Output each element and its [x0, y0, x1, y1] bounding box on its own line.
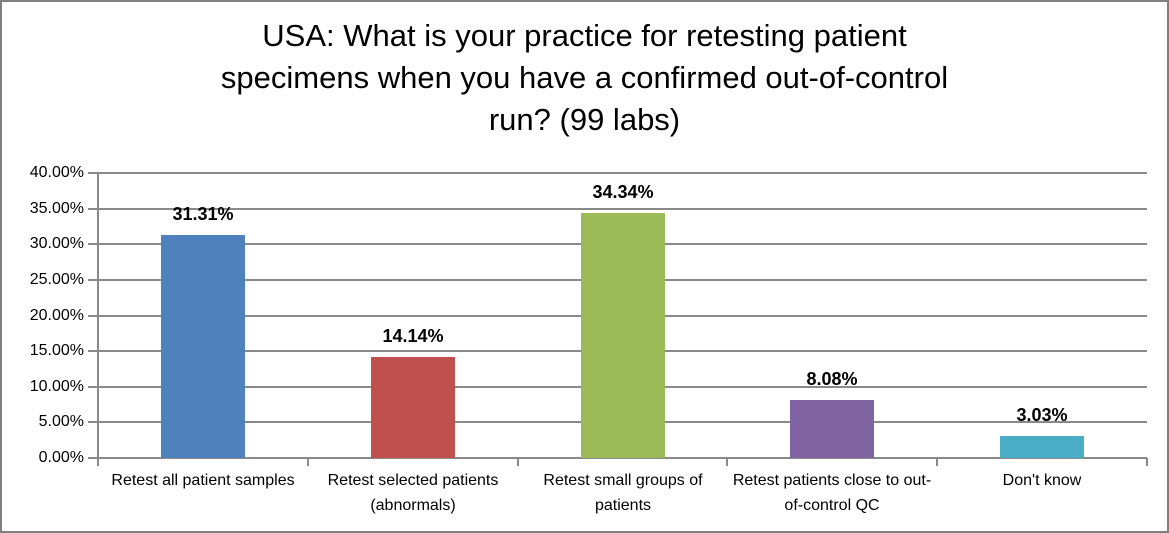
x-axis-tick	[1146, 458, 1148, 466]
chart-title-line-2: specimens when you have a confirmed out-…	[220, 60, 949, 95]
x-axis-tick	[517, 458, 519, 466]
chart-title-line-3: run? (99 labs)	[488, 102, 681, 137]
y-axis-tick	[88, 386, 98, 388]
chart-title: USA: What is your practice for retesting…	[2, 15, 1167, 141]
y-axis-tick	[88, 243, 98, 245]
gridline	[98, 172, 1147, 174]
y-axis-tick	[88, 172, 98, 174]
bar	[1000, 436, 1084, 458]
y-tick-label: 5.00%	[38, 413, 84, 430]
bar-value-label: 3.03%	[1016, 405, 1068, 425]
chart-title-line-1: USA: What is your practice for retesting…	[262, 18, 907, 53]
y-axis-tick	[88, 208, 98, 210]
y-tick-label: 25.00%	[29, 271, 84, 288]
bar	[161, 235, 245, 458]
x-axis-tick	[936, 458, 938, 466]
bar-value-label: 34.34%	[592, 182, 654, 202]
category-label: Retest patients close to out-of-control …	[732, 472, 932, 514]
category-label: Retest all patient samples	[111, 472, 295, 489]
y-tick-label: 40.00%	[29, 164, 84, 181]
y-axis-line	[97, 173, 99, 466]
x-axis-tick	[726, 458, 728, 466]
y-axis-tick	[88, 421, 98, 423]
category-label: Don't know	[1002, 472, 1082, 489]
y-tick-label: 15.00%	[29, 342, 84, 359]
y-tick-label: 35.00%	[29, 200, 84, 217]
y-axis-tick	[88, 315, 98, 317]
bar	[371, 357, 455, 458]
category-label: Retest selected patients (abnormals)	[327, 472, 499, 514]
y-tick-label: 0.00%	[38, 449, 84, 466]
y-tick-label: 30.00%	[29, 235, 84, 252]
bar-value-label: 31.31%	[172, 204, 234, 224]
x-axis-tick	[97, 458, 99, 466]
gridline	[98, 208, 1147, 210]
y-axis-tick	[88, 279, 98, 281]
bar-value-label: 14.14%	[382, 326, 444, 346]
y-axis-tick	[88, 350, 98, 352]
y-tick-label: 20.00%	[29, 307, 84, 324]
gridline	[98, 457, 1147, 459]
y-axis-tick	[88, 457, 98, 459]
bar	[790, 400, 874, 458]
bar	[581, 213, 665, 458]
bar-value-label: 8.08%	[806, 369, 858, 389]
y-tick-label: 10.00%	[29, 378, 84, 395]
x-axis-tick	[307, 458, 309, 466]
category-label: Retest small groups of patients	[543, 472, 703, 514]
